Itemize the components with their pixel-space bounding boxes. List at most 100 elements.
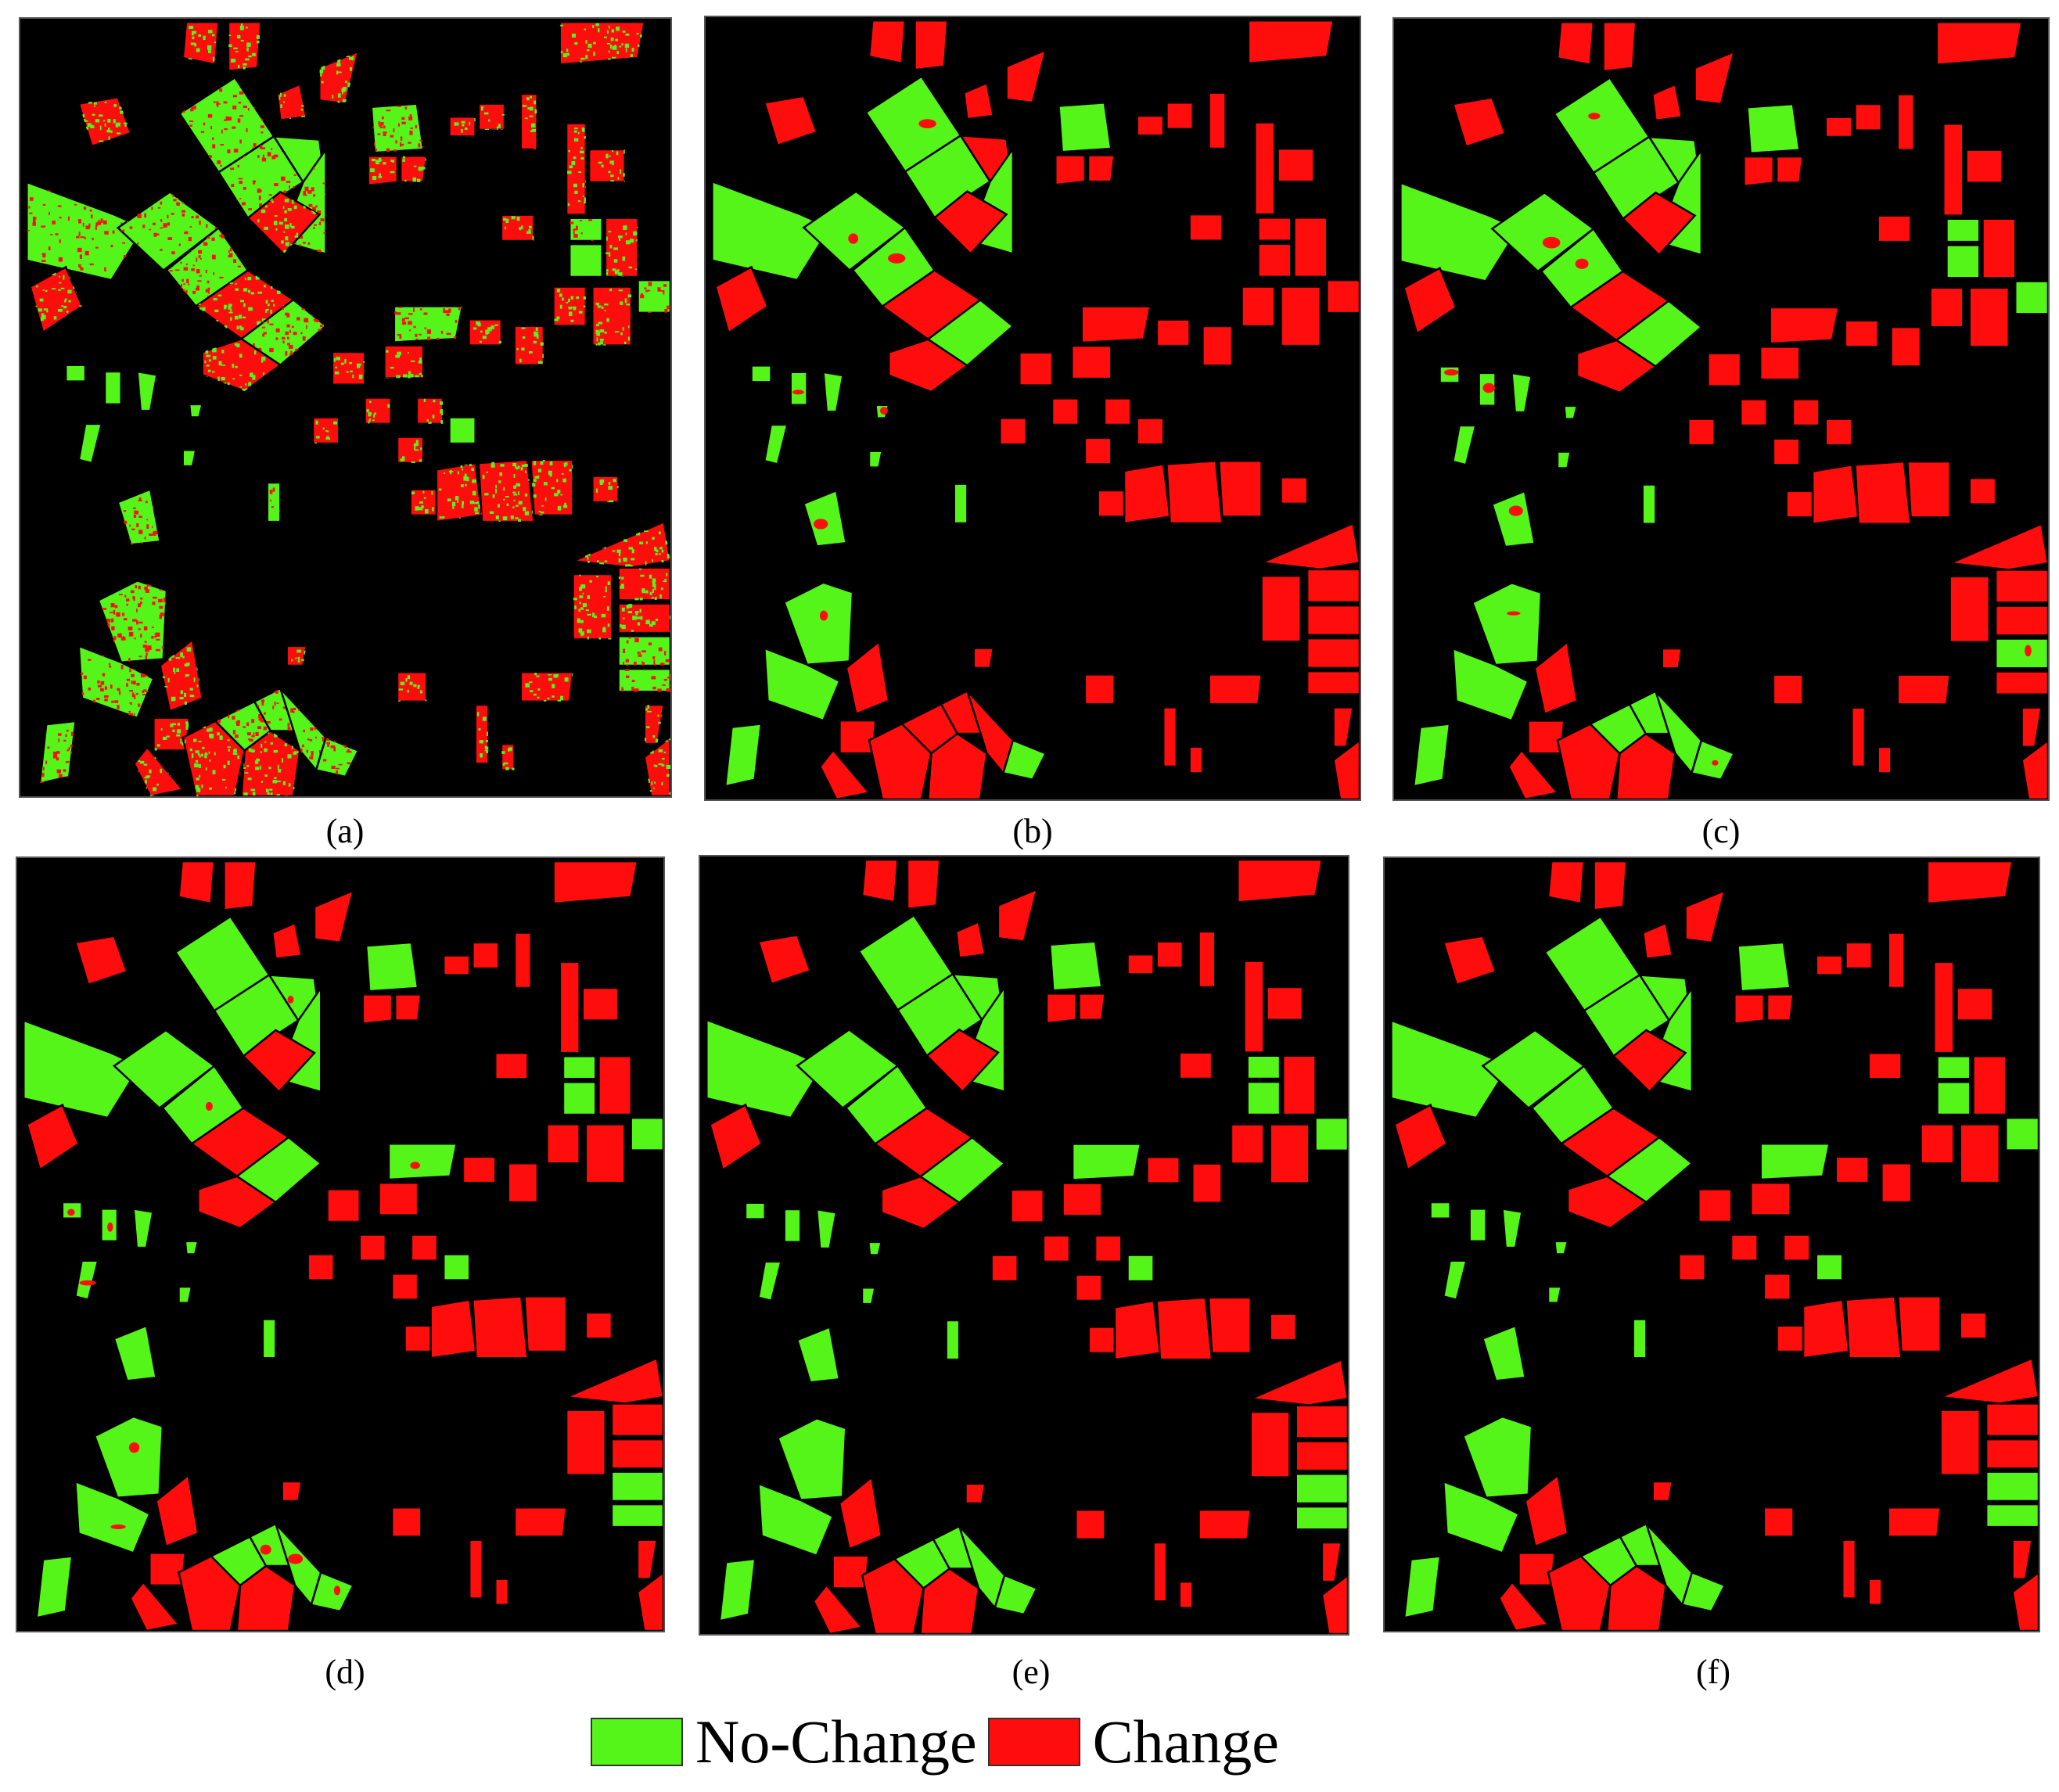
parcel-fe4	[1306, 637, 1360, 670]
parcel-w6	[953, 483, 968, 525]
speckle-s4	[241, 731, 300, 796]
parcel-fe2	[1295, 1404, 1348, 1439]
speckle-r6	[366, 400, 390, 424]
parcel-lr4	[643, 703, 666, 745]
parcel-c1	[1811, 463, 1860, 526]
change-blob	[333, 1586, 341, 1596]
panel-e	[699, 855, 1349, 1636]
parcel-sw5	[1412, 723, 1451, 788]
speckle-r5	[423, 398, 444, 424]
parcel-top-red1	[1547, 860, 1586, 905]
parcel-w7	[1556, 451, 1572, 469]
speckle-e1	[567, 127, 586, 206]
parcel-c2	[477, 458, 535, 523]
parcel-r9	[390, 1273, 419, 1301]
parcel-e10	[1881, 1162, 1913, 1204]
parcel-nm-red4	[1845, 941, 1874, 970]
parcel-lr6	[396, 671, 428, 703]
parcel-e4	[562, 1081, 597, 1116]
parcel-e8	[1178, 1051, 1213, 1080]
parcel-fe2	[610, 1402, 663, 1438]
parcel-top-red2	[906, 858, 941, 910]
panel-b	[704, 16, 1361, 801]
parcel-e5	[1972, 1054, 2007, 1116]
speckle-e2	[598, 149, 625, 182]
parcel-r9	[1074, 1273, 1103, 1302]
parcel-c4	[1968, 476, 1997, 505]
panel-c	[1392, 17, 2050, 801]
parcel-e2	[1277, 147, 1315, 183]
parcel-nm-green	[1746, 102, 1801, 155]
change-blob	[1712, 760, 1719, 766]
parcel-w7	[861, 1287, 877, 1305]
parcel-fe4	[1994, 637, 2048, 670]
parcel-big-west	[26, 181, 146, 282]
parcel-w7	[178, 1285, 193, 1304]
parcel-e6	[630, 1116, 663, 1151]
parcel-lr6	[1763, 1507, 1795, 1538]
parcel-lr4	[2011, 1539, 2034, 1580]
parcel-r3	[1769, 306, 1841, 345]
parcel-top-right-red	[1236, 858, 1324, 903]
parcel-w4	[1511, 372, 1533, 414]
parcel-fe5	[1985, 1503, 2039, 1528]
parcel-r1	[1019, 351, 1054, 386]
speckle-lr3	[501, 747, 515, 770]
parcel-r4	[462, 1155, 497, 1184]
change-blob	[110, 1524, 126, 1529]
parcel-e9	[1929, 286, 1964, 329]
parcel-fe4	[1985, 1471, 2039, 1503]
parcel-c5	[1776, 1324, 1805, 1353]
parcel-s6	[1001, 738, 1047, 781]
parcel-fe3	[1306, 604, 1360, 637]
parcel-r5	[415, 397, 444, 426]
parcel-e4	[1936, 1081, 1971, 1116]
parcel-w8	[1562, 404, 1579, 420]
parcel-w5	[796, 1325, 841, 1384]
speckle-c5	[411, 490, 434, 514]
parcel-nm-red3	[448, 116, 476, 138]
parcel-red-south	[1576, 339, 1658, 394]
parcel-s4	[926, 732, 988, 799]
caption-f: (f)	[1696, 1653, 1730, 1691]
parcel-e1	[559, 961, 580, 1054]
parcel-w4	[815, 1208, 838, 1250]
parcel-e1	[1942, 122, 1964, 217]
parcel-r1	[1010, 1188, 1045, 1224]
parcel-e2	[1266, 986, 1304, 1022]
parcel-s4	[235, 1564, 296, 1631]
parcel-c5	[1097, 489, 1126, 518]
parcel-top-right-red	[1247, 19, 1335, 65]
caption-d: (d)	[325, 1653, 365, 1691]
parcel-fe5	[617, 667, 670, 693]
change-blob	[410, 1162, 420, 1169]
parcel-w5	[113, 1324, 158, 1382]
parcel-nm-green	[1737, 941, 1791, 993]
parcel-lr5	[2011, 1571, 2039, 1631]
parcel-w5	[1481, 1324, 1527, 1382]
speckle-e9	[554, 289, 586, 322]
parcel-e7	[1280, 285, 1322, 347]
parcel-e8	[1867, 1051, 1903, 1080]
parcel-sw-red	[1403, 266, 1457, 336]
parcel-e10	[1191, 1162, 1223, 1204]
parcel-fe2	[1306, 568, 1360, 604]
change-blob	[79, 1280, 96, 1286]
parcel-big-west	[706, 1018, 825, 1119]
parcel-s6	[994, 1574, 1039, 1616]
change-blob	[288, 1553, 304, 1564]
parcel-top-red4	[1005, 48, 1047, 104]
parcel-sw-red	[1393, 1103, 1448, 1172]
parcel-nm-red2	[399, 155, 428, 184]
parcel-top-red3	[962, 81, 995, 120]
parcel-r5	[1094, 1234, 1123, 1263]
speckle-r7	[314, 420, 340, 444]
parcel-nm-red1	[1734, 993, 1766, 1025]
parcel-c5	[1785, 490, 1814, 519]
change-blob	[887, 253, 906, 264]
parcel-c4	[584, 1311, 613, 1340]
change-blob	[813, 519, 828, 530]
speckle-lr2	[476, 712, 489, 758]
speckle-e7	[595, 288, 632, 346]
parcel-w6	[1641, 483, 1657, 526]
